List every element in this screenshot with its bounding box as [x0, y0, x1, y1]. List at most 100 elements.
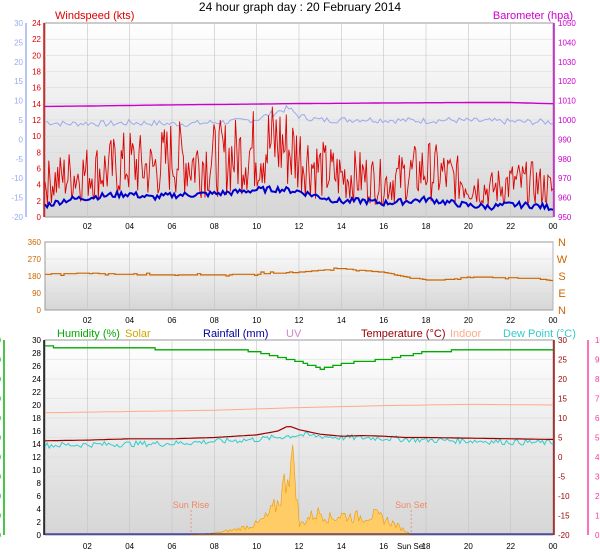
faint-series-line [44, 104, 554, 127]
temperature-right-tick-label: 25 [558, 356, 567, 365]
direction-x-tick-label: 04 [125, 316, 134, 325]
humidity-tick-label: 30 [0, 473, 2, 482]
barometer-tick-label: 1000 [558, 116, 576, 125]
compass-label: W [557, 254, 568, 266]
temperature-tick-label: 26 [32, 362, 41, 371]
wind-tick-label: 22 [32, 35, 41, 44]
temperature-right-tick-label: -15 [558, 512, 570, 521]
barometer-tick-label: 1050 [558, 19, 576, 28]
uv-tick-label: 5 [595, 434, 600, 443]
wind-tick-label: 16 [32, 84, 41, 93]
barometer-tick-label: 990 [558, 135, 572, 144]
weather-x-tick-label: 20 [464, 542, 473, 551]
wind-x-tick-label: 00 [549, 222, 558, 231]
wind-average-line [44, 184, 554, 212]
uv-tick-label: 0 [595, 531, 600, 540]
faint-tick-label: -20 [11, 213, 23, 222]
temperature-right-tick-label: 0 [558, 453, 563, 462]
wind-gust-line [44, 106, 554, 206]
compass-label: E [558, 288, 565, 300]
wind-speed-legend: Windspeed (kts) [55, 10, 134, 22]
temperature-tick-label: 20 [32, 401, 41, 410]
wind-tick-label: 6 [37, 165, 42, 174]
humidity-tick-label: 90 [0, 356, 2, 365]
uv-tick-label: 6 [595, 414, 600, 423]
wind-direction-line [45, 267, 553, 282]
compass-label: S [558, 271, 565, 283]
humidity-tick-label: 10 [0, 512, 2, 521]
temperature-tick-label: 2 [37, 518, 42, 527]
solar-legend: Solar [125, 328, 151, 340]
uv-tick-label: 9 [595, 356, 600, 365]
humidity-tick-label: 0 [0, 531, 2, 540]
faint-tick-label: 10 [14, 97, 23, 106]
faint-tick-label: 5 [19, 116, 24, 125]
uv-legend: UV [286, 328, 302, 340]
humidity-tick-label: 40 [0, 453, 2, 462]
temperature-tick-label: 18 [32, 414, 41, 423]
weather-x-tick-label: 10 [252, 542, 261, 551]
weather-x-tick-label: 14 [337, 542, 346, 551]
uv-tick-label: 2 [595, 492, 600, 501]
temperature-right-tick-label: -5 [558, 473, 566, 482]
solar-area [191, 444, 412, 536]
barometer-legend: Barometer (hpa) [493, 10, 573, 22]
wind-tick-label: 10 [32, 132, 41, 141]
faint-tick-label: 30 [14, 19, 23, 28]
temperature-tick-label: 14 [32, 440, 41, 449]
faint-tick-label: -10 [11, 174, 23, 183]
weather-x-tick-label: 18 [422, 542, 431, 551]
wind-tick-label: 14 [32, 100, 41, 109]
wind-tick-label: 0 [37, 213, 42, 222]
faint-tick-label: 20 [14, 58, 23, 67]
weather-x-tick-label: 02 [83, 542, 92, 551]
barometer-tick-label: 950 [558, 213, 572, 222]
weather-x-tick-label: 04 [125, 542, 134, 551]
temperature-tick-label: 12 [32, 453, 41, 462]
direction-x-tick-label: 08 [210, 316, 219, 325]
temperature-right-tick-label: 15 [558, 395, 567, 404]
wind-x-tick-label: 06 [168, 222, 177, 231]
weather-x-tick-label: 00 [549, 542, 558, 551]
sunrise-label: Sun Rise [173, 500, 210, 510]
faint-tick-label: 0 [19, 135, 24, 144]
uv-tick-label: 1 [595, 512, 600, 521]
direction-x-tick-label: 10 [252, 316, 261, 325]
temperature-tick-label: 24 [32, 375, 41, 384]
temperature-tick-label: 28 [32, 349, 41, 358]
barometer-tick-label: 1040 [558, 38, 576, 47]
faint-tick-label: -5 [16, 155, 24, 164]
dewpoint-line [44, 431, 554, 450]
direction-x-tick-label: 18 [422, 316, 431, 325]
indoor-legend: Indoor [450, 328, 482, 340]
temperature-tick-label: 16 [32, 427, 41, 436]
temperature-tick-label: 4 [37, 505, 42, 514]
direction-tick-label: 180 [28, 272, 42, 281]
direction-x-tick-label: 20 [464, 316, 473, 325]
direction-x-tick-label: 14 [337, 316, 346, 325]
chart-title: 24 hour graph day : 20 February 2014 [199, 0, 401, 14]
wind-x-tick-label: 18 [422, 222, 431, 231]
wind-tick-label: 18 [32, 68, 41, 77]
direction-tick-label: 270 [28, 255, 42, 264]
barometer-tick-label: 1030 [558, 58, 576, 67]
direction-x-tick-label: 00 [549, 316, 558, 325]
temperature-line [44, 425, 553, 442]
direction-x-tick-label: 02 [83, 316, 92, 325]
uv-tick-label: 3 [595, 473, 600, 482]
uv-tick-label: 7 [595, 395, 600, 404]
wind-x-tick-label: 22 [506, 222, 515, 231]
barometer-tick-label: 1010 [558, 97, 576, 106]
indoor-line [44, 403, 554, 414]
wind-tick-label: 2 [37, 197, 42, 206]
direction-x-tick-label: 12 [295, 316, 304, 325]
wind-x-tick-label: 02 [83, 222, 92, 231]
humidity-tick-label: 100 [0, 336, 2, 345]
direction-tick-label: 360 [28, 238, 42, 247]
rainfall-legend: Rainfall (mm) [203, 328, 268, 340]
direction-tick-label: 0 [37, 306, 42, 315]
humidity-tick-label: 70 [0, 395, 2, 404]
temperature-tick-label: 0 [37, 531, 42, 540]
temperature-right-tick-label: 20 [558, 375, 567, 384]
